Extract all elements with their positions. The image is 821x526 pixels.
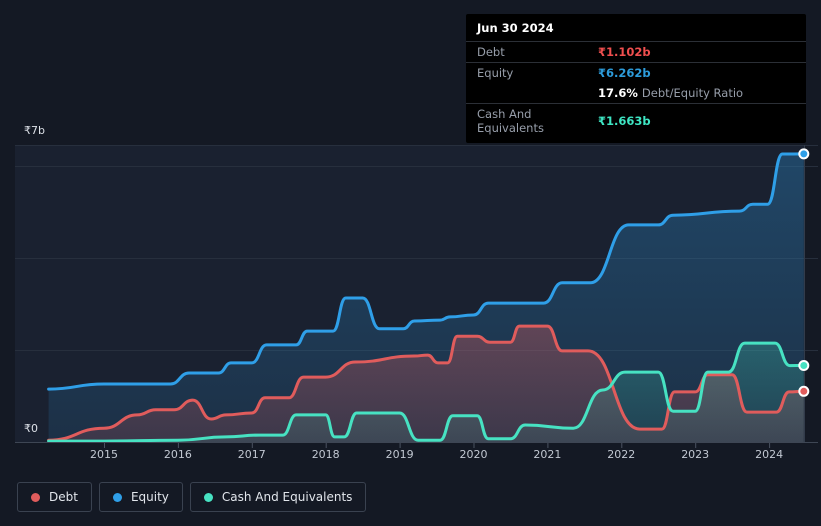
y-axis-max-label: ₹7b xyxy=(24,124,45,137)
tooltip-cash-label: Cash And Equivalents xyxy=(477,107,544,135)
x-axis-year-label-2017: 2017 xyxy=(237,448,266,461)
x-axis-year-label-2021: 2021 xyxy=(533,448,562,461)
legend-cash-label: Cash And Equivalents xyxy=(221,490,353,504)
tooltip-ratio-percent: 17.6% xyxy=(598,86,638,100)
tooltip-equity-label: Equity xyxy=(477,66,514,80)
x-axis-year-label-2022: 2022 xyxy=(607,448,636,461)
tooltip-cash-value: ₹1.663b xyxy=(598,114,651,128)
x-axis-year-label-2018: 2018 xyxy=(311,448,340,461)
equity-area xyxy=(48,153,804,442)
equity-series-dot-icon xyxy=(112,492,122,502)
equity-latest-point-dot[interactable] xyxy=(798,148,810,160)
y-axis-min-label: ₹0 xyxy=(24,422,38,435)
cash-and-equivalents-latest-point-dot[interactable] xyxy=(798,360,810,371)
x-axis-year-label-2023: 2023 xyxy=(681,448,710,461)
x-axis-year-label-2019: 2019 xyxy=(385,448,414,461)
tooltip-row-ratio: 17.6% Debt/Equity Ratio xyxy=(466,83,806,103)
legend-debt-label: Debt xyxy=(49,490,78,504)
debt-latest-point-dot[interactable] xyxy=(798,385,810,397)
tooltip-row-debt: Debt ₹1.102b xyxy=(466,41,806,62)
cash-series-dot-icon xyxy=(203,492,213,502)
legend-item-debt[interactable]: Debt xyxy=(17,482,92,512)
legend-item-equity[interactable]: Equity xyxy=(98,482,183,512)
debt-line xyxy=(47,324,806,442)
tooltip-equity-value: ₹6.262b xyxy=(598,66,651,80)
cash-and-equivalents-area xyxy=(48,343,804,442)
legend-item-cash[interactable]: Cash And Equivalents xyxy=(189,482,367,512)
x-axis-year-label-2020: 2020 xyxy=(459,448,488,461)
legend-equity-label: Equity xyxy=(130,490,169,504)
tooltip-date: Jun 30 2024 xyxy=(477,21,554,35)
chart-legend: Debt Equity Cash And Equivalents xyxy=(17,482,367,512)
tooltip-ratio-label: Debt/Equity Ratio xyxy=(641,86,744,100)
x-axis-year-label-2024: 2024 xyxy=(755,448,784,461)
tooltip-row-cash: Cash And Equivalents ₹1.663b xyxy=(466,103,806,138)
cash-and-equivalents-line xyxy=(47,341,806,443)
debt-series-dot-icon xyxy=(31,492,40,502)
tooltip-debt-label: Debt xyxy=(477,45,505,59)
tooltip-debt-value: ₹1.102b xyxy=(598,45,651,59)
x-axis-year-label-2015: 2015 xyxy=(90,448,118,461)
equity-line xyxy=(47,152,806,391)
tooltip-row-equity: Equity ₹6.262b xyxy=(466,62,806,83)
x-axis-year-label-2016: 2016 xyxy=(163,448,192,461)
chart-tooltip: Jun 30 2024 Debt ₹1.102b Equity ₹6.262b … xyxy=(466,14,806,143)
